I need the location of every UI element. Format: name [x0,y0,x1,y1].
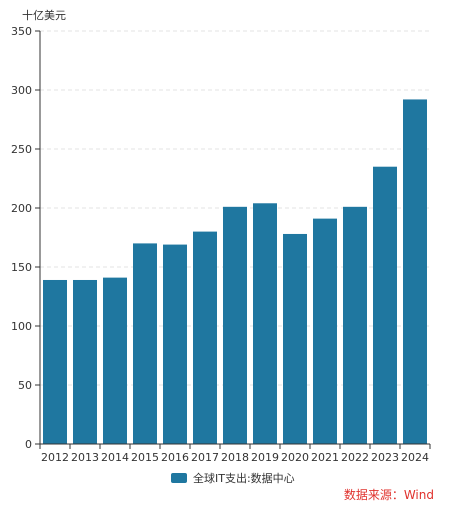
x-tick-label: 2019 [251,451,279,464]
bar-2024[interactable] [403,99,427,444]
bar-2019[interactable] [253,203,277,444]
source-note: 数据来源：Wind [343,488,434,502]
y-tick-label: 0 [25,438,32,451]
x-tick-label: 2012 [41,451,69,464]
bar-2014[interactable] [103,277,127,444]
y-tick-label: 150 [11,261,32,274]
x-tick-labels: 2012 2013 2014 2015 2016 2017 2018 2019 2020 2021… [39,444,431,464]
y-tick-label: 350 [11,25,32,38]
bars [43,99,427,444]
y-tick-labels: 0 50 100 150 200 250 300 350 [11,25,40,451]
bar-2021[interactable] [313,218,337,444]
legend-label: 全球IT支出:数据中心 [193,472,295,485]
x-tick-label: 2015 [131,451,159,464]
x-tick-label: 2023 [371,451,399,464]
x-tick-label: 2021 [311,451,339,464]
x-tick-label: 2013 [71,451,99,464]
bar-2017[interactable] [193,231,217,444]
x-tick-label: 2016 [161,451,189,464]
bar-2012[interactable] [43,279,67,444]
x-tick-label: 2022 [341,451,369,464]
bar-2023[interactable] [373,166,397,444]
y-unit-label: 十亿美元 [22,8,66,22]
x-tick-label: 2018 [221,451,249,464]
y-tick-label: 300 [11,84,32,97]
y-tick-label: 100 [11,320,32,333]
y-tick-label: 200 [11,202,32,215]
y-tick-label: 50 [18,379,32,392]
x-tick-label: 2024 [401,451,429,464]
bar-2018[interactable] [223,206,247,444]
x-tick-label: 2014 [101,451,129,464]
bar-2016[interactable] [163,244,187,444]
bar-2013[interactable] [73,279,97,444]
legend-swatch [171,473,187,483]
bar-2015[interactable] [133,243,157,444]
legend[interactable]: 全球IT支出:数据中心 [171,471,295,485]
x-tick-label: 2017 [191,451,219,464]
x-tick-label: 2020 [281,451,309,464]
bar-2020[interactable] [283,233,307,444]
bar-2022[interactable] [343,206,367,444]
y-tick-label: 250 [11,143,32,156]
